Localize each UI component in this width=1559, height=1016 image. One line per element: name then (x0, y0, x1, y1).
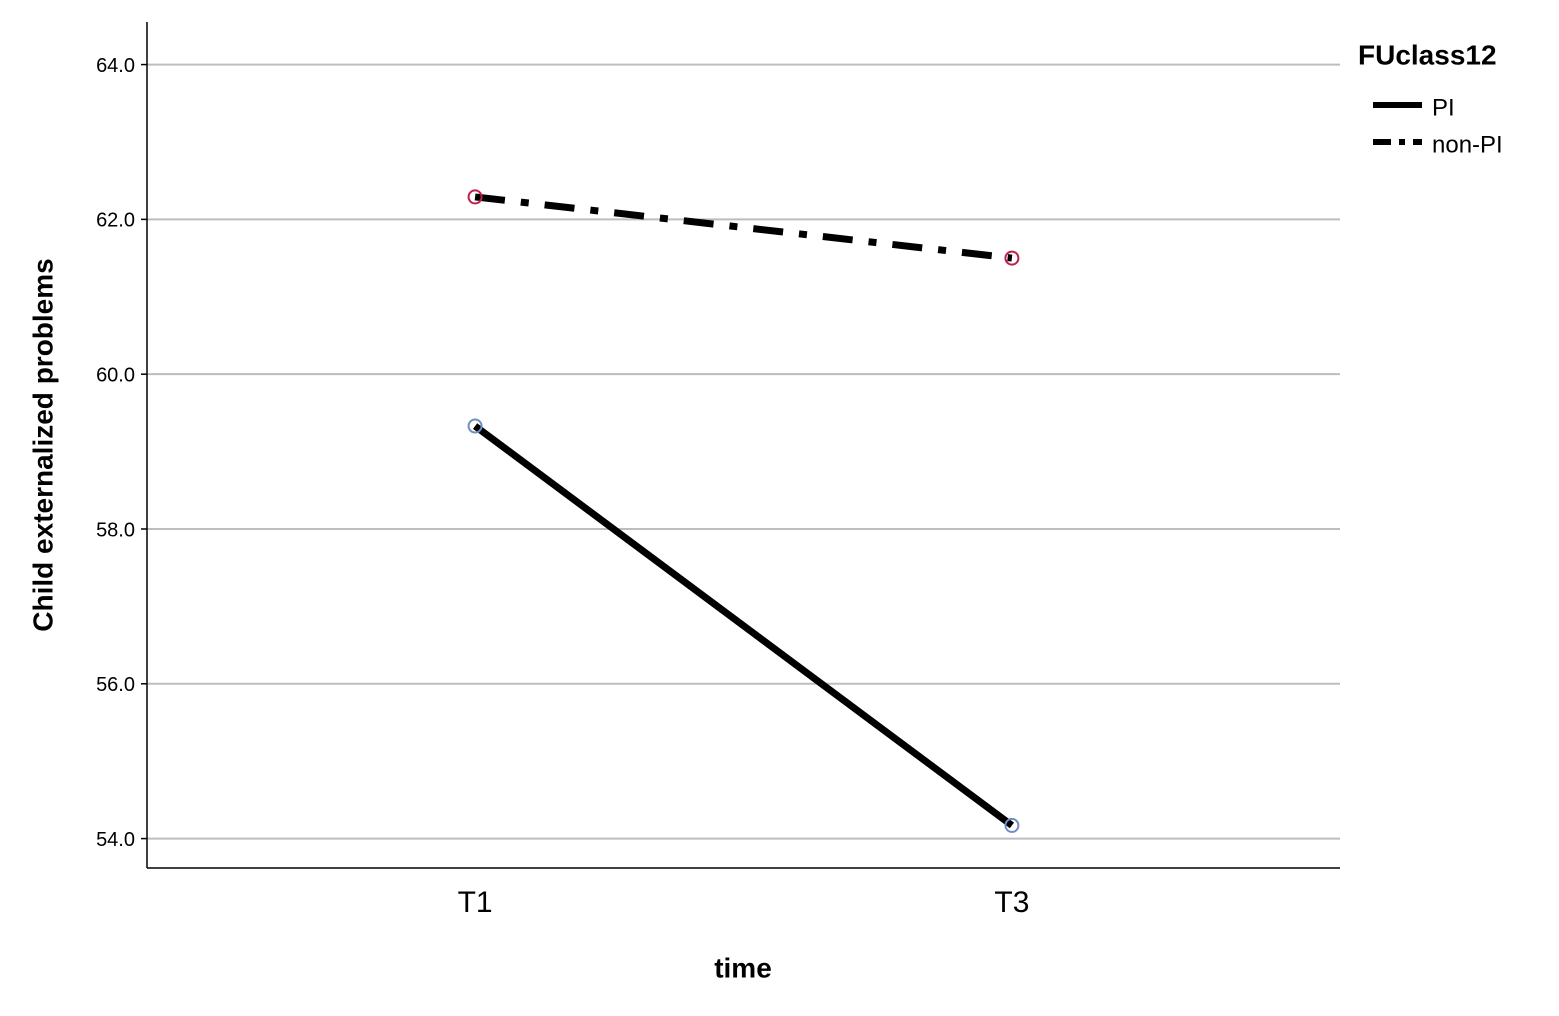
y-tick-label: 64.0 (96, 55, 135, 77)
x-tick-label: T3 (994, 886, 1029, 919)
legend-label: non-PI (1432, 131, 1503, 158)
series-line (472, 423, 1015, 829)
legend-title: FUclass12 (1358, 39, 1497, 70)
y-axis-label: Child externalized problems (27, 258, 58, 631)
point-marker (467, 189, 483, 205)
y-tick-label: 62.0 (96, 210, 135, 232)
point-marker (467, 418, 483, 434)
series-line (474, 193, 1013, 262)
point-marker (1004, 250, 1020, 266)
y-tick-label: 54.0 (96, 829, 135, 851)
y-tick-label: 56.0 (96, 674, 135, 696)
y-tick-label: 58.0 (96, 519, 135, 541)
x-tick-label: T1 (458, 886, 493, 919)
y-tick-label: 60.0 (96, 364, 135, 386)
x-axis-label: time (714, 952, 772, 983)
legend-label: PI (1432, 94, 1455, 121)
point-marker (1004, 817, 1020, 833)
